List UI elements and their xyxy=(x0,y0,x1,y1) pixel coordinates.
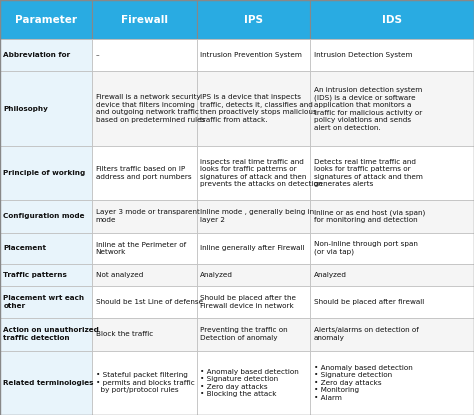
Bar xyxy=(92,39,197,71)
Bar xyxy=(92,286,197,318)
Text: Firewall: Firewall xyxy=(121,15,168,24)
Text: Intrusion Detection System: Intrusion Detection System xyxy=(314,52,412,58)
Bar xyxy=(92,351,197,415)
Bar xyxy=(0,264,92,286)
Bar xyxy=(197,146,310,200)
Text: Action on unauthorized
traffic detection: Action on unauthorized traffic detection xyxy=(3,327,99,341)
Bar xyxy=(310,264,474,286)
Text: Configuration mode: Configuration mode xyxy=(3,213,85,219)
Bar xyxy=(197,200,310,233)
Text: Parameter: Parameter xyxy=(15,15,77,24)
Text: • Stateful packet filtering
• permits and blocks traffic
  by port/protocol rule: • Stateful packet filtering • permits an… xyxy=(96,372,194,393)
Text: Traffic patterns: Traffic patterns xyxy=(3,272,67,278)
Bar xyxy=(310,146,474,200)
Bar xyxy=(310,71,474,146)
Bar xyxy=(92,71,197,146)
Text: Inline generally after Firewall: Inline generally after Firewall xyxy=(200,245,304,251)
Text: Not analyzed: Not analyzed xyxy=(96,272,143,278)
Bar xyxy=(310,351,474,415)
Bar xyxy=(0,39,92,71)
Bar xyxy=(0,233,92,264)
Bar xyxy=(310,0,474,39)
Bar xyxy=(0,286,92,318)
Bar xyxy=(197,264,310,286)
Text: Analyzed: Analyzed xyxy=(200,272,233,278)
Text: Filters traffic based on IP
address and port numbers: Filters traffic based on IP address and … xyxy=(96,166,191,180)
Bar xyxy=(92,200,197,233)
Bar xyxy=(197,0,310,39)
Bar xyxy=(197,286,310,318)
Bar xyxy=(310,286,474,318)
Text: Non-Inline through port span
(or via tap): Non-Inline through port span (or via tap… xyxy=(314,242,418,256)
Text: Principle of working: Principle of working xyxy=(3,170,86,176)
Bar xyxy=(92,233,197,264)
Text: Detects real time traffic and
looks for traffic patterns or
signatures of attack: Detects real time traffic and looks for … xyxy=(314,159,423,187)
Bar xyxy=(310,39,474,71)
Text: Analyzed: Analyzed xyxy=(314,272,347,278)
Text: Inline at the Perimeter of
Network: Inline at the Perimeter of Network xyxy=(96,242,186,255)
Text: inspects real time traffic and
looks for traffic patterns or
signatures of attac: inspects real time traffic and looks for… xyxy=(200,159,322,187)
Text: IPS: IPS xyxy=(244,15,263,24)
Bar xyxy=(0,0,92,39)
Bar xyxy=(0,318,92,351)
Text: Intrusion Prevention System: Intrusion Prevention System xyxy=(200,52,302,58)
Text: Abbreviation for: Abbreviation for xyxy=(3,52,71,58)
Text: Placement wrt each
other: Placement wrt each other xyxy=(3,295,84,309)
Text: Alerts/alarms on detection of
anomaly: Alerts/alarms on detection of anomaly xyxy=(314,327,419,341)
Text: Should be placed after the
Firewall device in network: Should be placed after the Firewall devi… xyxy=(200,295,296,309)
Text: Preventing the traffic on
Detection of anomaly: Preventing the traffic on Detection of a… xyxy=(200,327,288,341)
Bar xyxy=(197,71,310,146)
Bar xyxy=(0,71,92,146)
Bar xyxy=(310,318,474,351)
Text: • Anomaly based detection
• Signature detection
• Zero day attacks
• Monitoring
: • Anomaly based detection • Signature de… xyxy=(314,365,412,401)
Bar xyxy=(0,146,92,200)
Bar xyxy=(310,233,474,264)
Bar xyxy=(0,200,92,233)
Text: IPS is a device that inspects
traffic, detects it, classifies and
then proactive: IPS is a device that inspects traffic, d… xyxy=(200,95,317,123)
Bar xyxy=(92,146,197,200)
Text: • Anomaly based detection
• Signature detection
• Zero day attacks
• Blocking th: • Anomaly based detection • Signature de… xyxy=(200,369,299,397)
Text: Inline or as end host (via span)
for monitoring and detection: Inline or as end host (via span) for mon… xyxy=(314,209,425,223)
Text: Inline mode , generally being in
layer 2: Inline mode , generally being in layer 2 xyxy=(200,210,314,223)
Text: Should be 1st Line of defense: Should be 1st Line of defense xyxy=(96,299,203,305)
Text: Philosophy: Philosophy xyxy=(3,106,48,112)
Text: An intrusion detection system
(IDS) is a device or software
application that mon: An intrusion detection system (IDS) is a… xyxy=(314,87,422,131)
Text: –: – xyxy=(96,52,100,58)
Bar xyxy=(92,264,197,286)
Text: Layer 3 mode or transparent
mode: Layer 3 mode or transparent mode xyxy=(96,210,200,223)
Text: Firewall is a network security
device that filters incoming
and outgoing network: Firewall is a network security device th… xyxy=(96,95,205,123)
Bar xyxy=(197,39,310,71)
Text: IDS: IDS xyxy=(382,15,402,24)
Bar xyxy=(92,0,197,39)
Bar xyxy=(197,318,310,351)
Bar xyxy=(197,233,310,264)
Text: Block the traffic: Block the traffic xyxy=(96,331,153,337)
Text: Should be placed after firewall: Should be placed after firewall xyxy=(314,299,424,305)
Text: Related terminologies: Related terminologies xyxy=(3,380,94,386)
Bar xyxy=(197,351,310,415)
Bar xyxy=(310,200,474,233)
Bar xyxy=(92,318,197,351)
Bar xyxy=(0,351,92,415)
Text: Placement: Placement xyxy=(3,245,46,251)
